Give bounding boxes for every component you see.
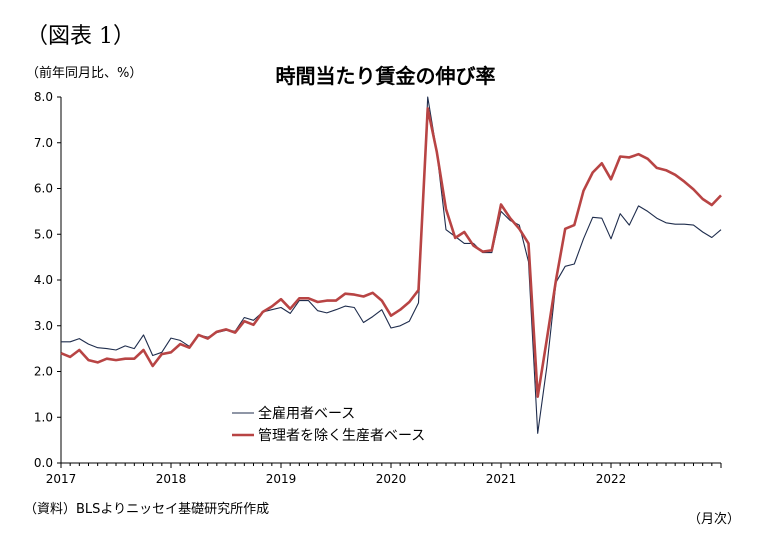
y-tick-label: 2.0: [34, 365, 53, 379]
legend-label-1: 全雇用者ベース: [258, 405, 355, 422]
x-tick-label: 2021: [486, 472, 517, 486]
x-tick-label: 2017: [46, 472, 77, 486]
y-axis: 0.0 1.0 2.0 3.0 4.0 5.0 6.0 7.0 8.0: [34, 90, 62, 470]
legend-label-2: 管理者を除く生産者ベース: [258, 428, 425, 444]
x-axis: 2017 2018 2019 2020 2021 2022: [46, 462, 722, 486]
x-unit-label: （月次）: [688, 512, 741, 527]
y-tick-label: 3.0: [34, 319, 53, 333]
figure-label: （図表 1）: [26, 24, 135, 49]
chart-title: 時間当たり賃金の伸び率: [275, 64, 496, 88]
y-tick-label: 1.0: [34, 410, 53, 424]
y-tick-label: 5.0: [34, 227, 53, 241]
x-tick-label: 2019: [266, 472, 297, 486]
series-layer: [60, 96, 722, 434]
x-tick-label: 2020: [376, 472, 407, 486]
source-note: （資料）BLSよりニッセイ基礎研究所作成: [24, 502, 270, 517]
series-line-1: [61, 96, 722, 434]
y-tick-label: 0.0: [34, 456, 53, 470]
y-tick-label: 8.0: [34, 90, 53, 104]
unit-label: （前年同月比、%）: [26, 66, 143, 81]
x-tick-label: 2018: [156, 472, 187, 486]
y-tick-label: 7.0: [34, 136, 53, 150]
y-tick-label: 4.0: [34, 273, 53, 287]
series-line-2: [60, 107, 722, 399]
x-tick-label: 2022: [596, 472, 627, 486]
y-tick-label: 6.0: [34, 182, 53, 196]
